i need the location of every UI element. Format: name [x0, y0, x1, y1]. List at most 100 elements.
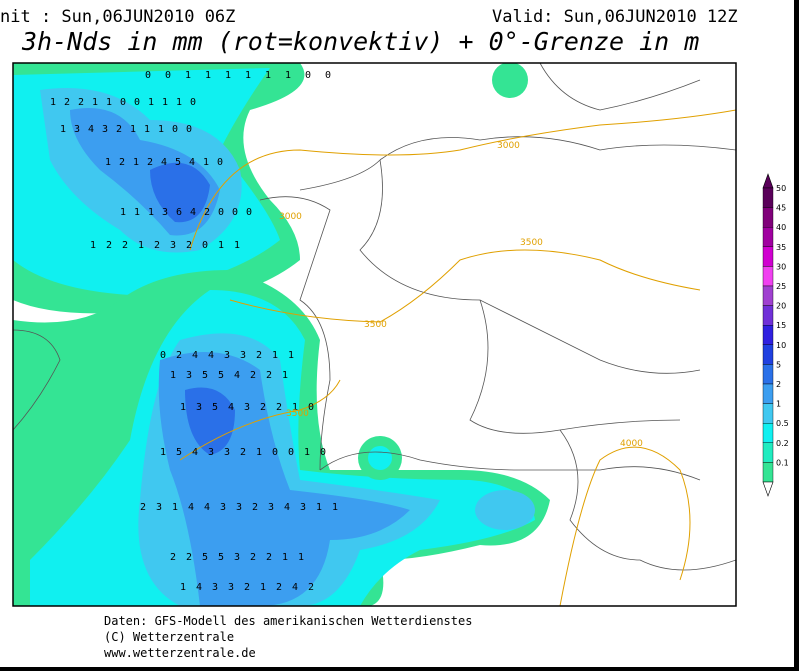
grid-value: 3 — [244, 402, 250, 413]
grid-value: 5 — [218, 370, 224, 381]
legend-tip — [762, 481, 774, 497]
grid-value: 0 — [165, 70, 171, 81]
grid-value: 3 — [102, 124, 108, 135]
map: 0 0 1 1 1 1 1 1 0 01 2 2 1 1 0 0 1 1 1 01 3 4 3 2 1 1 1 0 01 2 1 2 4 5 4 1 0… — [13, 63, 736, 606]
grid-value: 1 — [134, 207, 140, 218]
legend-label: 35 — [776, 243, 786, 252]
grid-value: 4 — [188, 502, 194, 513]
grid-value: 1 — [304, 447, 310, 458]
grid-value: 1 — [180, 582, 186, 593]
grid-value: 1 — [234, 240, 240, 251]
grid-values: 0 0 1 1 1 1 1 1 0 01 2 2 1 1 0 0 1 1 1 01 3 4 3 2 1 1 1 0 01 2 1 2 4 5 4 1 0… — [50, 70, 338, 593]
title: 3h-Nds in mm (rot=konvektiv) + 0°-Grenze… — [21, 27, 699, 56]
grid-value: 1 — [144, 124, 150, 135]
grid-value: 2 — [276, 582, 282, 593]
legend-swatch — [762, 285, 774, 306]
grid-value: 1 — [282, 370, 288, 381]
legend-label: 0.5 — [776, 419, 789, 428]
grid-value: 0 — [272, 447, 278, 458]
grid-value: 3 — [186, 370, 192, 381]
contour-label: 3500 — [364, 320, 387, 330]
grid-value: 2 — [250, 370, 256, 381]
grid-value: 0 — [120, 97, 126, 108]
grid-value: 1 — [158, 124, 164, 135]
grid-value: 1 — [292, 402, 298, 413]
grid-value: 3 — [220, 502, 226, 513]
grid-value: 3 — [234, 552, 240, 563]
grid-value: 3 — [196, 402, 202, 413]
grid-value: 2 — [276, 402, 282, 413]
grid-value: 3 — [156, 502, 162, 513]
legend-swatch — [762, 462, 774, 483]
grid-value: 3 — [170, 240, 176, 251]
legend-swatch — [762, 187, 774, 208]
grid-value: 2 — [266, 370, 272, 381]
contour-label: 3500 — [520, 238, 543, 248]
legend-label: 15 — [776, 321, 786, 330]
grid-value: 3 — [268, 502, 274, 513]
grid-value: 0 — [134, 97, 140, 108]
grid-value: 2 — [122, 240, 128, 251]
grid-value: 2 — [140, 502, 146, 513]
grid-value: 1 — [130, 124, 136, 135]
grid-value: 1 — [282, 552, 288, 563]
grid-value: 3 — [236, 502, 242, 513]
grid-value: 2 — [186, 240, 192, 251]
grid-value: 1 — [92, 97, 98, 108]
grid-value: 1 — [50, 97, 56, 108]
grid-value: 2 — [119, 157, 125, 168]
precip-field — [13, 63, 550, 606]
grid-value: 1 — [288, 350, 294, 361]
legend-label: 0.1 — [776, 458, 789, 467]
grid-value: 4 — [88, 124, 94, 135]
init-time: nit : Sun,06JUN2010 06Z — [0, 7, 235, 27]
grid-value: 4 — [161, 157, 167, 168]
grid-value: 2 — [244, 582, 250, 593]
grid-value: 0 — [172, 124, 178, 135]
grid-value: 2 — [176, 350, 182, 361]
legend-swatch — [762, 364, 774, 385]
grid-value: 2 — [170, 552, 176, 563]
legend-swatch — [762, 423, 774, 444]
borders — [13, 63, 736, 571]
grid-value: 1 — [133, 157, 139, 168]
grid-value: 0 — [288, 447, 294, 458]
grid-value: 1 — [160, 447, 166, 458]
grid-value: 4 — [189, 157, 195, 168]
grid-value: 5 — [218, 552, 224, 563]
grid-value: 1 — [260, 582, 266, 593]
grid-value: 0 — [190, 97, 196, 108]
grid-value: 1 — [148, 207, 154, 218]
contour-label: 3000 — [497, 141, 520, 151]
grid-value: 0 — [325, 70, 331, 81]
grid-value: 0 — [145, 70, 151, 81]
grid-value: 1 — [272, 350, 278, 361]
grid-value: 4 — [192, 350, 198, 361]
grid-value: 1 — [205, 70, 211, 81]
grid-value: 1 — [316, 502, 322, 513]
legend-label: 2 — [776, 380, 781, 389]
legend-swatch — [762, 325, 774, 346]
grid-value: 1 — [106, 97, 112, 108]
grid-value: 1 — [176, 97, 182, 108]
grid-value: 1 — [218, 240, 224, 251]
grid-value: 0 — [320, 447, 326, 458]
legend-label: 40 — [776, 223, 786, 232]
legend-label: 1 — [776, 400, 781, 409]
grid-value: 1 — [225, 70, 231, 81]
grid-value: 4 — [208, 350, 214, 361]
grid-value: 0 — [217, 157, 223, 168]
grid-value: 2 — [308, 582, 314, 593]
grid-value: 3 — [228, 582, 234, 593]
grid-value: 1 — [162, 97, 168, 108]
grid-value: 0 — [160, 350, 166, 361]
grid-value: 4 — [196, 582, 202, 593]
legend-swatch — [762, 266, 774, 287]
legend-label: 50 — [776, 184, 786, 193]
grid-value: 1 — [332, 502, 338, 513]
grid-value: 1 — [265, 70, 271, 81]
grid-value: 1 — [298, 552, 304, 563]
grid-value: 4 — [292, 582, 298, 593]
grid-value: 2 — [106, 240, 112, 251]
